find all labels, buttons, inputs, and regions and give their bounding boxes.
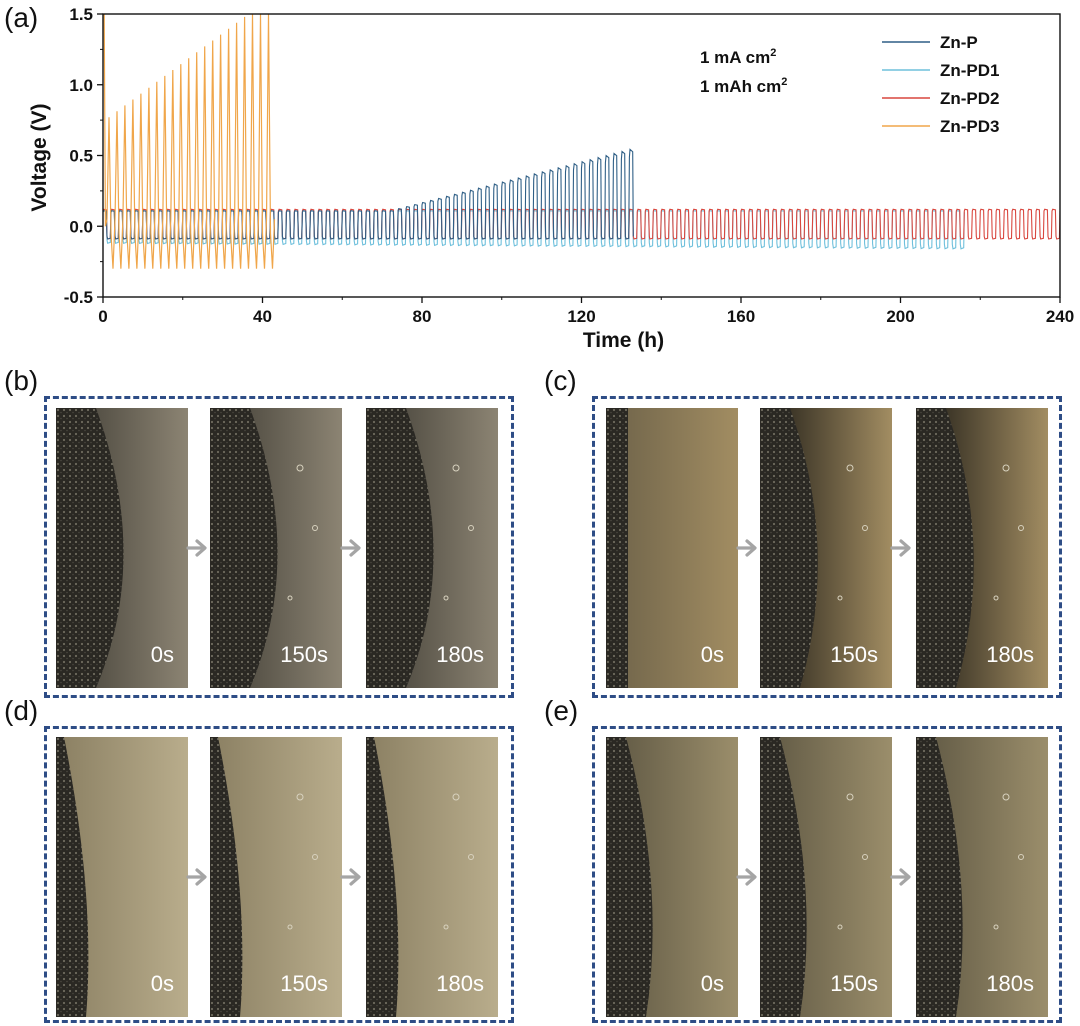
time-label: 180s [436, 971, 484, 996]
y-tick-label-2: 0.5 [69, 147, 93, 166]
micrograph-b-2: 180s [366, 408, 498, 688]
voltage-time-chart: 0 40 80 120 160 200 240 -0.5 0.0 0.5 1.0 1.5 Time (h… [28, 5, 1074, 352]
micrograph-b-1: 150s [210, 408, 342, 688]
y-tick-label-3: 1.0 [69, 76, 93, 95]
microscopy-box-d [44, 726, 514, 1023]
legend-label-1: Zn-PD1 [940, 61, 1000, 80]
micrograph-c-1: 150s [760, 408, 892, 688]
micrograph-e-0: 0s [606, 737, 738, 1017]
arrow-icon [890, 539, 911, 557]
micrograph-d-0: 0s [56, 737, 188, 1017]
panel-label-c: (c) [544, 365, 577, 396]
legend-label-3: Zn-PD3 [940, 117, 1000, 136]
x-tick-label-6: 240 [1046, 307, 1074, 326]
time-label: 0s [700, 642, 724, 667]
arrow-icon [736, 868, 757, 886]
legend-label-2: Zn-PD2 [940, 89, 1000, 108]
x-tick-label-5: 200 [886, 307, 914, 326]
time-label: 150s [830, 642, 878, 667]
arrow-icon [340, 868, 361, 886]
micrograph-c-0: 0s [606, 408, 738, 688]
microscopy-box-e [592, 726, 1062, 1023]
annotation-capacity: 1 mAh cm2 [700, 76, 787, 96]
micrograph-e-2: 180s [916, 737, 1048, 1017]
y-tick-label-0: -0.5 [64, 288, 93, 307]
arrow-icon [186, 539, 207, 557]
panel-label-a: (a) [4, 2, 39, 33]
micrograph-c-2: 180s [916, 408, 1048, 688]
time-label: 150s [280, 971, 328, 996]
annotation-current-density: 1 mA cm2 [700, 47, 776, 67]
micrograph-e-1: 150s [760, 737, 892, 1017]
time-label: 180s [986, 642, 1034, 667]
series-group [103, 14, 1060, 269]
y-tick-label-4: 1.5 [69, 5, 93, 24]
plot-area: 0 40 80 120 160 200 240 -0.5 0.0 0.5 1.0 1.5 Time (h… [28, 5, 1074, 352]
axes-frame [102, 13, 1061, 298]
time-label: 0s [700, 971, 724, 996]
time-label: 150s [280, 642, 328, 667]
x-tick-label-4: 160 [727, 307, 755, 326]
panel-label-e: (e) [544, 695, 579, 726]
time-label: 150s [830, 971, 878, 996]
x-tick-label-2: 80 [413, 307, 432, 326]
time-label: 0s [150, 642, 174, 667]
arrow-icon [186, 868, 207, 886]
arrow-icon [340, 539, 361, 557]
y-axis-label: Voltage (V) [28, 103, 51, 211]
x-tick-label-3: 120 [567, 307, 595, 326]
series-line-zn-pd3 [103, 14, 276, 269]
legend-label-0: Zn-P [940, 33, 978, 52]
arrow-icon [736, 539, 757, 557]
panel-label-d: (d) [4, 695, 39, 726]
micrograph-b-0: 0s [56, 408, 188, 688]
micrograph-d-2: 180s [366, 737, 498, 1017]
x-tick-label-0: 0 [98, 307, 107, 326]
microscopy-box-c [592, 396, 1062, 698]
micrograph-d-1: 150s [210, 737, 342, 1017]
microscopy-box-b [44, 396, 514, 698]
panel-label-b: (b) [4, 365, 39, 396]
arrow-icon [890, 868, 911, 886]
x-axis-label: Time (h) [583, 329, 664, 352]
y-tick-label-1: 0.0 [69, 217, 93, 236]
time-label: 0s [150, 971, 174, 996]
time-label: 180s [986, 971, 1034, 996]
x-tick-label-1: 40 [253, 307, 272, 326]
time-label: 180s [436, 642, 484, 667]
